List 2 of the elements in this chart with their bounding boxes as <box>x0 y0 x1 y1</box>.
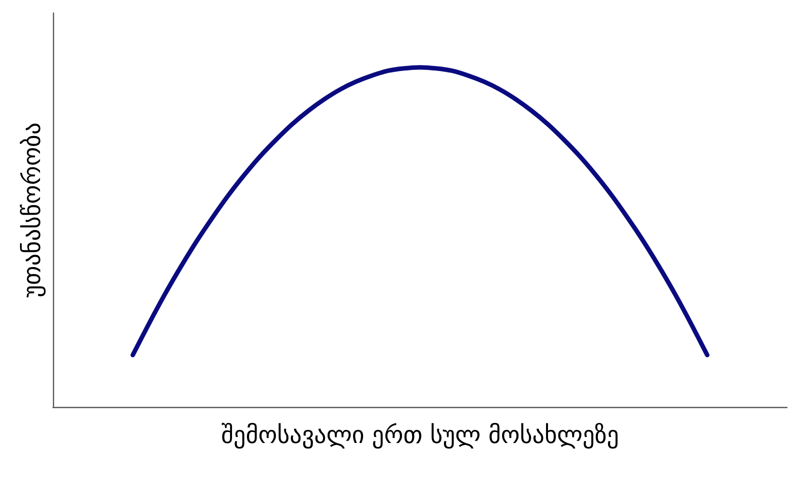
x-axis-title: შემოსავალი ერთ სულ მოსახლეზე <box>221 421 619 449</box>
y-axis-title: უთანასწორობა <box>18 122 46 298</box>
